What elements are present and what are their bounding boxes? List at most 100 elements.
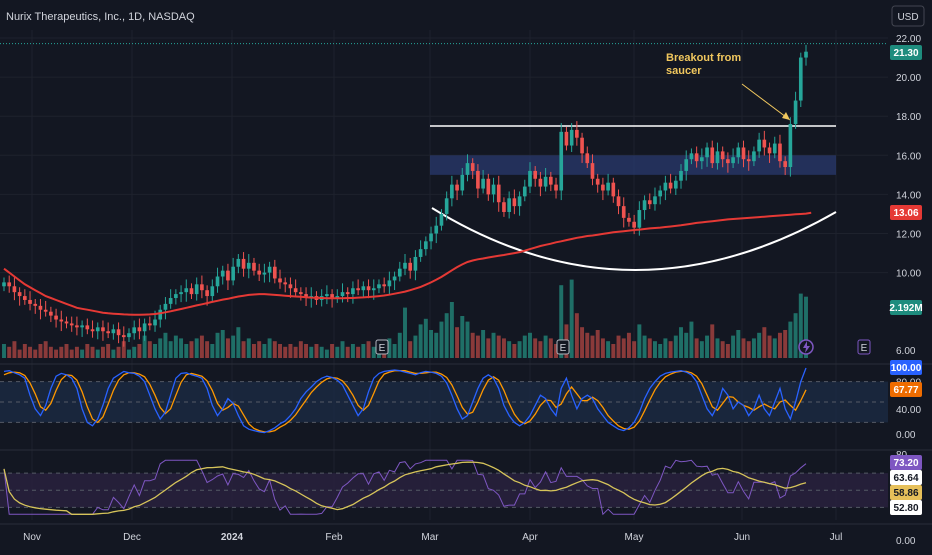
rsi-band-upper-badge: 58.86 — [893, 488, 918, 499]
candle-body — [543, 176, 548, 187]
volume-bar — [736, 330, 741, 358]
candle-body — [569, 129, 574, 146]
volume-bar — [215, 332, 220, 358]
candle-body — [340, 292, 345, 297]
volume-bar — [17, 349, 22, 358]
volume-bar — [491, 332, 496, 358]
candle-body — [49, 311, 53, 316]
rsi-band-lower-badge-bg — [890, 500, 922, 515]
candle-body — [413, 256, 418, 271]
candle-body — [575, 129, 579, 138]
volume-bar — [85, 344, 90, 358]
volume-bar — [293, 346, 298, 358]
annotation-line-2: saucer — [666, 65, 702, 77]
candle-body — [517, 196, 522, 207]
candle-body — [132, 327, 137, 334]
volume-bar — [694, 338, 699, 358]
volume-bar — [314, 344, 319, 358]
candle-body — [429, 233, 433, 242]
price-tick-label: 10.00 — [896, 269, 921, 280]
candle-body — [262, 272, 267, 275]
candle-body — [726, 159, 730, 164]
candle-body — [580, 137, 584, 154]
volume-bar — [429, 330, 434, 358]
volume-bar — [642, 335, 647, 358]
volume-bar — [554, 344, 559, 358]
candle-body — [241, 258, 246, 269]
candle-body — [304, 294, 308, 299]
candle-body — [330, 294, 334, 299]
candle-body — [200, 284, 204, 291]
volume-bar — [272, 341, 277, 358]
rsi-line — [3, 459, 807, 516]
volume-bar — [304, 344, 309, 358]
volume-bar — [449, 302, 454, 358]
stoch-tick-label: 0.00 — [896, 430, 916, 441]
candle-body — [502, 202, 506, 212]
volume-bar — [793, 313, 798, 358]
volume-bar — [626, 332, 631, 358]
candle-body — [673, 180, 678, 189]
volume-bar — [637, 324, 642, 358]
candle-body — [455, 184, 459, 191]
candle-body — [481, 178, 485, 189]
volume-bar — [168, 341, 173, 358]
candle-body — [663, 182, 668, 191]
volume-value-badge: 2.192M — [889, 303, 922, 314]
volume-bar — [257, 341, 262, 358]
volume-bar — [184, 344, 189, 358]
candle-body — [804, 51, 808, 58]
volume-bar — [673, 335, 678, 358]
volume-bar — [397, 332, 402, 358]
candle-body — [486, 178, 491, 195]
volume-bar — [470, 332, 475, 358]
candle-body — [512, 198, 517, 207]
volume-bar — [574, 313, 579, 358]
currency-button[interactable] — [891, 5, 925, 27]
volume-bar — [142, 335, 147, 358]
candle-body — [116, 329, 121, 336]
volume-bar — [559, 285, 564, 358]
volume-bar — [335, 346, 340, 358]
candle-body — [361, 286, 366, 291]
volume-bar — [262, 344, 267, 358]
volume-bar — [632, 341, 637, 358]
candle-body — [590, 163, 595, 179]
annotation-arrow — [741, 83, 791, 121]
volume-bar — [538, 341, 543, 358]
volume-bar — [251, 344, 256, 358]
candle-body — [90, 329, 95, 332]
volume-bar — [423, 318, 428, 358]
volume-bar — [455, 327, 460, 358]
volume-bar — [147, 341, 152, 358]
volume-bar — [746, 341, 751, 358]
candle-body — [236, 258, 241, 267]
candle-body — [668, 182, 673, 189]
time-tick-label: Dec — [123, 532, 141, 543]
volume-bar — [496, 335, 501, 358]
candle-body — [351, 288, 355, 295]
candle-body — [272, 266, 277, 279]
candle-body — [189, 288, 194, 295]
price-tick-label: 6.00 — [896, 346, 916, 357]
candle-body — [611, 182, 616, 197]
volume-bar — [731, 335, 736, 358]
candle-body — [356, 288, 360, 291]
volume-bar — [528, 332, 532, 358]
volume-bar — [418, 324, 423, 358]
volume-bars — [2, 279, 808, 358]
candle-body — [647, 200, 652, 205]
ma-value-badge: 13.06 — [893, 208, 918, 219]
candle-body — [606, 182, 610, 191]
annotation-arrowhead — [782, 112, 790, 120]
volume-bar — [486, 338, 491, 358]
candle-body — [793, 100, 798, 125]
volume-bar — [220, 330, 225, 358]
candle-body — [392, 276, 397, 281]
candle-body — [299, 292, 303, 295]
candle-body — [43, 309, 48, 312]
volume-bar — [241, 341, 246, 358]
candle-body — [142, 323, 147, 332]
volume-bar — [580, 327, 585, 358]
